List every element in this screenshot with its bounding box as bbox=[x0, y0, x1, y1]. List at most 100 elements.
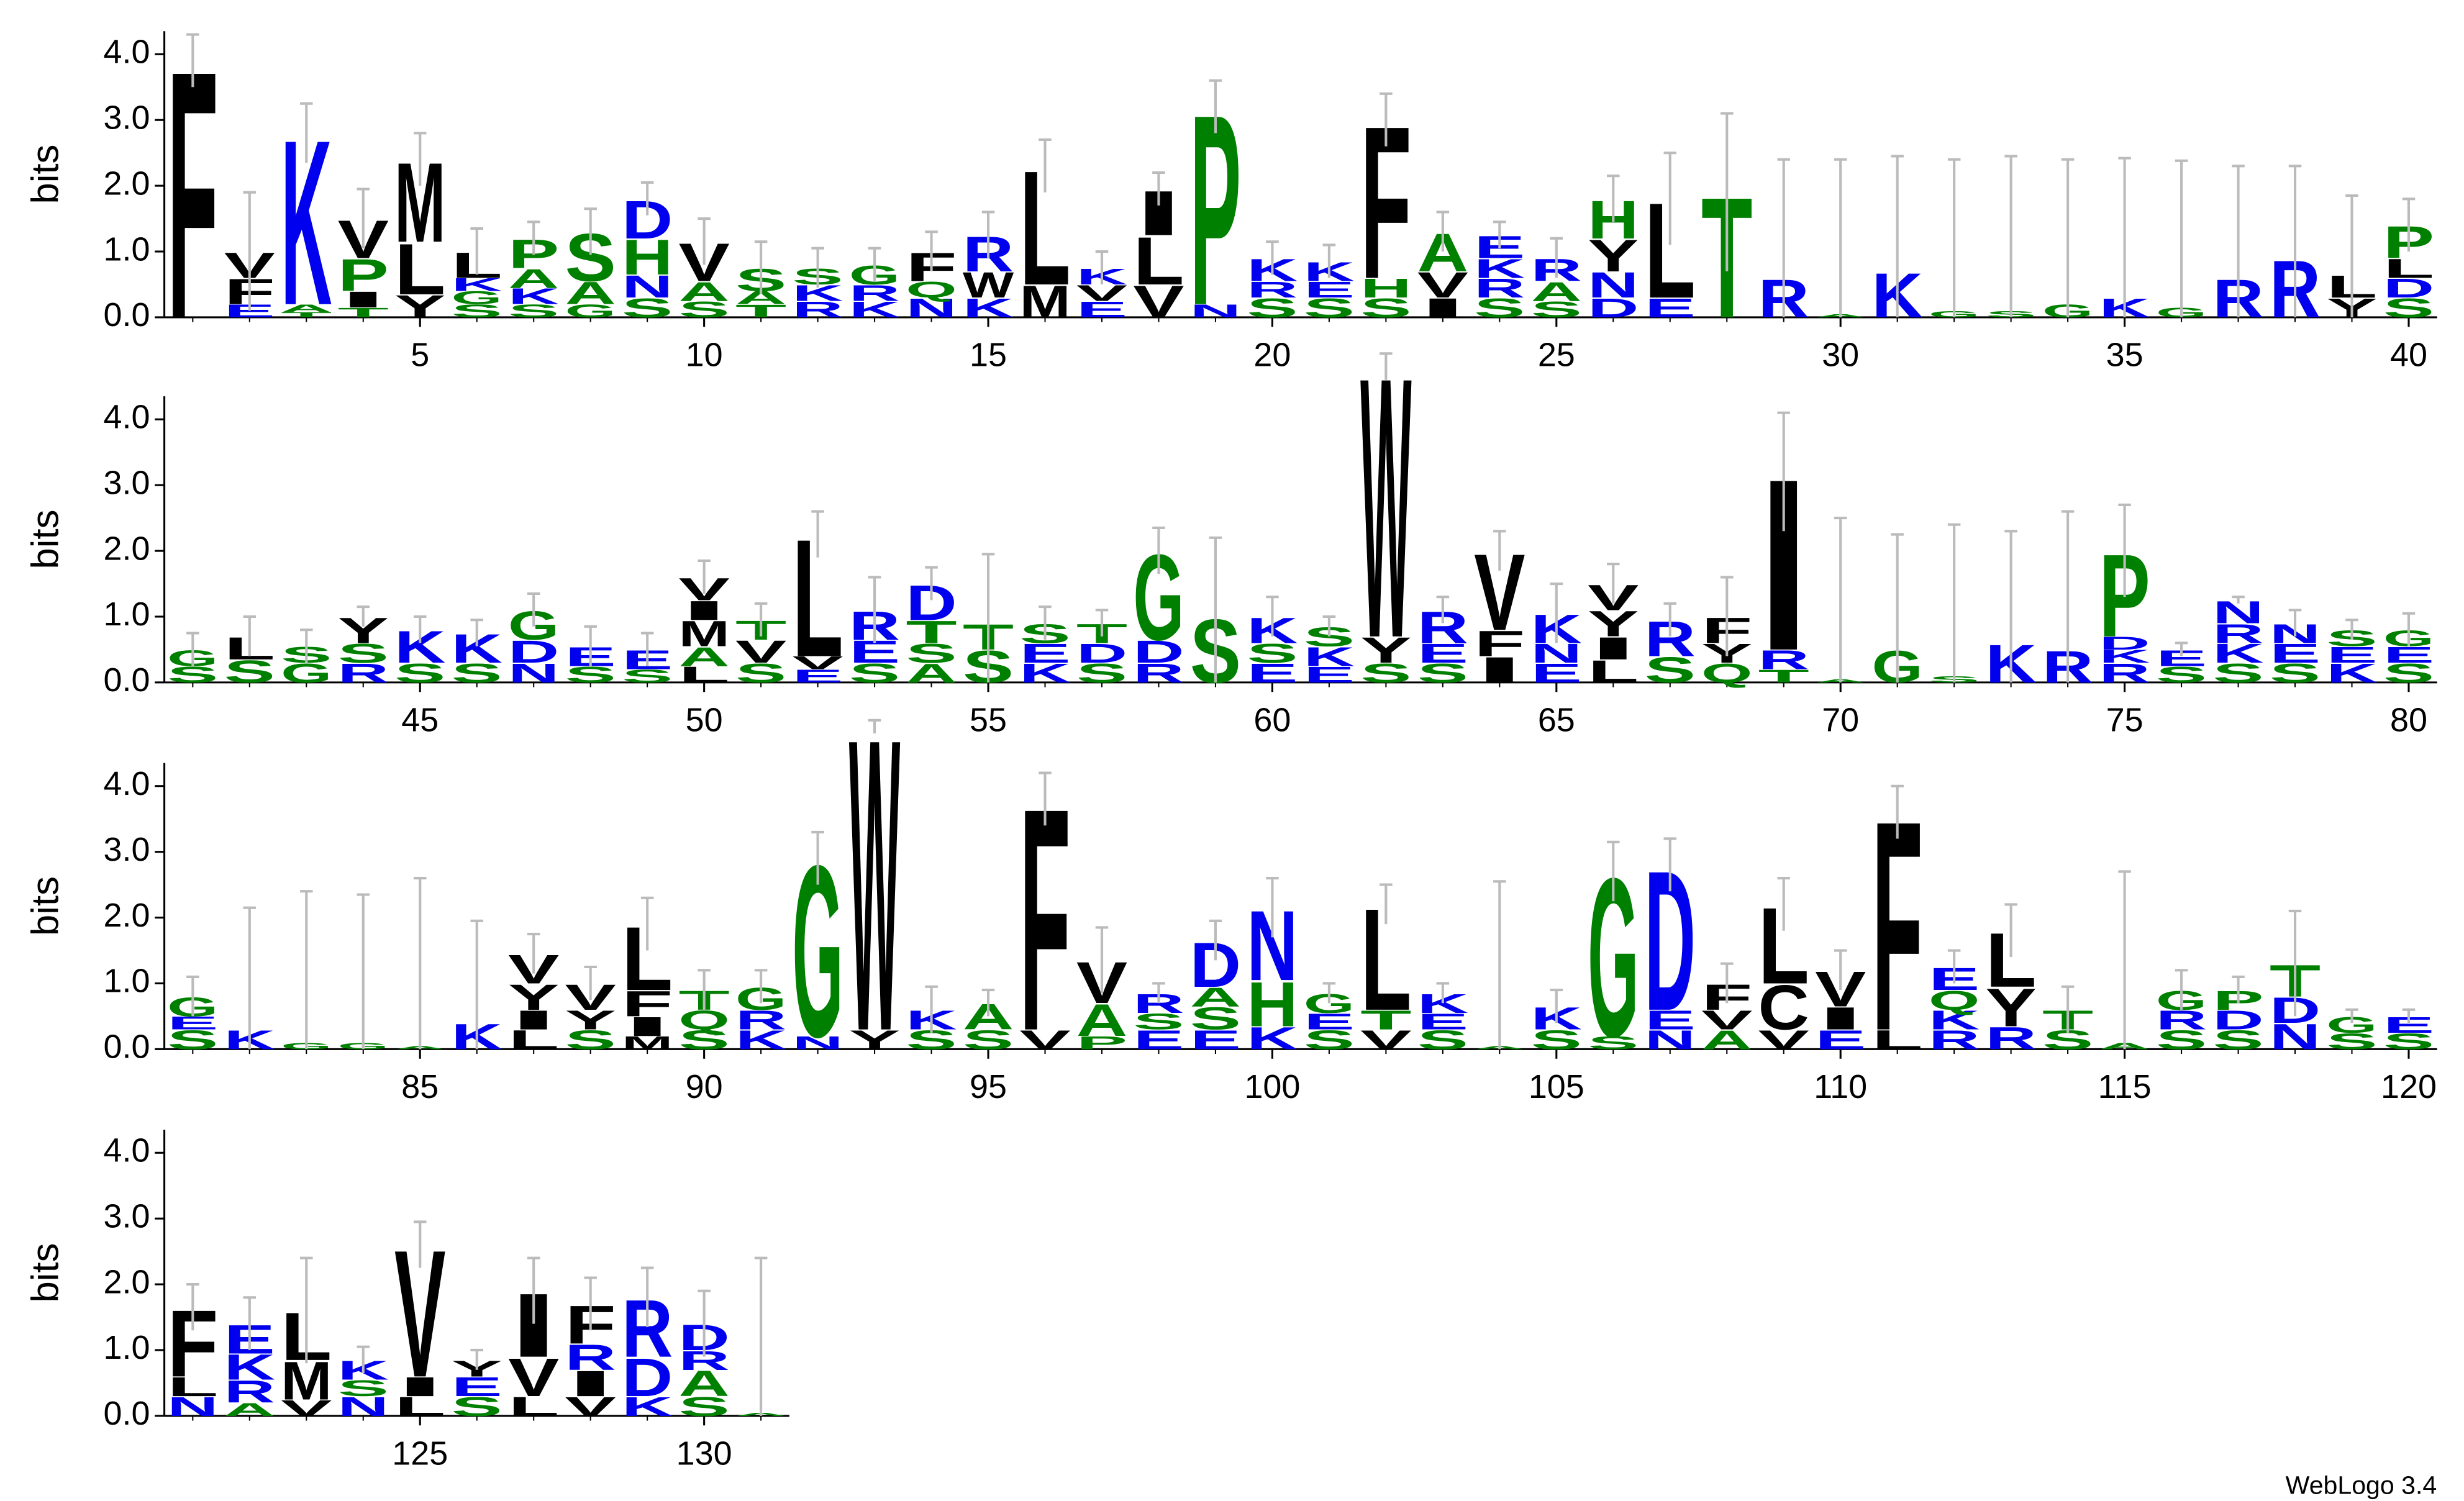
letter: S bbox=[1247, 292, 1298, 323]
letter: S bbox=[2156, 662, 2207, 687]
letter: Y bbox=[508, 977, 559, 1017]
letter: H bbox=[622, 230, 673, 286]
letter: E bbox=[2383, 642, 2434, 668]
y-tick-label: 4.0 bbox=[104, 1132, 150, 1169]
letter: R bbox=[735, 1005, 786, 1035]
letter: S bbox=[1304, 292, 1355, 323]
letter: E bbox=[1417, 1009, 1468, 1035]
letter: S bbox=[2212, 1025, 2263, 1055]
letter: I bbox=[565, 1363, 616, 1404]
letter: K bbox=[224, 1347, 275, 1387]
letter: S bbox=[565, 1025, 616, 1055]
letter: R bbox=[1247, 277, 1298, 302]
letter: P bbox=[1076, 1033, 1127, 1053]
letter: V bbox=[1360, 1025, 1411, 1055]
letter: S bbox=[2383, 292, 2434, 323]
letter: R bbox=[338, 658, 389, 688]
y-tick-label: 4.0 bbox=[104, 34, 150, 71]
letter: V bbox=[792, 653, 843, 673]
letter: S bbox=[622, 666, 673, 686]
letter: S bbox=[394, 658, 445, 688]
letter: N bbox=[338, 1391, 389, 1422]
y-tick-label: 2.0 bbox=[104, 1263, 150, 1300]
letter: N bbox=[906, 292, 957, 323]
y-tick-label: 3.0 bbox=[104, 464, 150, 501]
x-tick-label: 45 bbox=[401, 701, 439, 738]
letter: R bbox=[2099, 658, 2150, 688]
letter: I bbox=[394, 1372, 445, 1402]
letter: I bbox=[678, 596, 729, 626]
letter: A bbox=[1190, 982, 1241, 1012]
x-tick-label: 40 bbox=[2390, 336, 2427, 373]
y-tick-label: 0.0 bbox=[104, 661, 150, 699]
letter: S bbox=[963, 1025, 1014, 1055]
letter: E bbox=[1076, 297, 1127, 322]
letter: R bbox=[224, 1374, 275, 1410]
y-axis-label: bits bbox=[24, 1243, 66, 1303]
x-tick-label: 10 bbox=[686, 336, 723, 373]
letter: S bbox=[2326, 1028, 2377, 1054]
letter: E bbox=[2326, 642, 2377, 668]
letter: T bbox=[1758, 666, 1809, 686]
x-tick-label: 50 bbox=[686, 701, 723, 738]
letter: E bbox=[1019, 638, 1070, 669]
letter: A bbox=[678, 276, 729, 307]
letter: S bbox=[678, 1391, 729, 1422]
letter: S bbox=[2212, 658, 2263, 688]
letter: D bbox=[2383, 273, 2434, 304]
letter: K bbox=[1019, 658, 1070, 688]
letter: Y bbox=[394, 289, 445, 324]
letter: K bbox=[452, 274, 502, 295]
x-tick-label: 5 bbox=[411, 336, 429, 373]
x-tick-label: 70 bbox=[1822, 701, 1859, 738]
letter: S bbox=[1133, 1009, 1184, 1035]
letter: A bbox=[906, 658, 957, 688]
letter: N bbox=[792, 1033, 843, 1053]
x-tick-label: 130 bbox=[676, 1435, 732, 1472]
letter: T bbox=[281, 311, 332, 319]
letter: L bbox=[2383, 253, 2434, 284]
letter: S bbox=[1645, 650, 1696, 690]
letter: I bbox=[1474, 650, 1525, 690]
letter: L bbox=[394, 229, 445, 310]
x-tick-label: 30 bbox=[1822, 336, 1859, 373]
letter: S bbox=[2270, 658, 2321, 688]
letter: A bbox=[678, 1363, 729, 1404]
y-axis-label: bits bbox=[24, 145, 66, 204]
y-tick-label: 1.0 bbox=[104, 230, 150, 268]
letter: E bbox=[1304, 277, 1355, 302]
letter: R bbox=[1929, 1025, 1980, 1055]
y-tick-label: 3.0 bbox=[104, 831, 150, 868]
letter: D bbox=[1076, 638, 1127, 669]
letter: R bbox=[1985, 1020, 2036, 1056]
letter: E bbox=[1133, 1025, 1184, 1055]
letter: S bbox=[338, 1376, 389, 1401]
letter: L bbox=[394, 1391, 445, 1422]
x-tick-label: 80 bbox=[2390, 701, 2427, 738]
y-tick-label: 1.0 bbox=[104, 963, 150, 1000]
letter: K bbox=[849, 297, 900, 322]
letter: E bbox=[1417, 638, 1468, 669]
y-tick-label: 0.0 bbox=[104, 1395, 150, 1432]
letter: V bbox=[735, 634, 786, 669]
x-tick-label: 100 bbox=[1244, 1068, 1300, 1105]
letter: N bbox=[2270, 1017, 2321, 1057]
letter: S bbox=[1531, 1025, 1582, 1055]
letter: S bbox=[452, 301, 502, 322]
letter: T bbox=[1360, 1005, 1411, 1035]
x-tick-label: 20 bbox=[1253, 336, 1291, 373]
letter: Y bbox=[565, 1005, 616, 1035]
y-tick-label: 2.0 bbox=[104, 897, 150, 934]
letter: A bbox=[1701, 1025, 1752, 1055]
letter: V bbox=[1019, 1025, 1070, 1055]
letter: D bbox=[508, 634, 559, 669]
letter: V bbox=[1133, 276, 1184, 327]
letter: S bbox=[1360, 658, 1411, 688]
letter: N bbox=[622, 269, 673, 304]
letter: S bbox=[678, 1025, 729, 1055]
letter: S bbox=[1588, 1033, 1639, 1053]
letter: R bbox=[849, 280, 900, 306]
letter: E bbox=[1304, 662, 1355, 687]
letter: E bbox=[1190, 1025, 1241, 1055]
